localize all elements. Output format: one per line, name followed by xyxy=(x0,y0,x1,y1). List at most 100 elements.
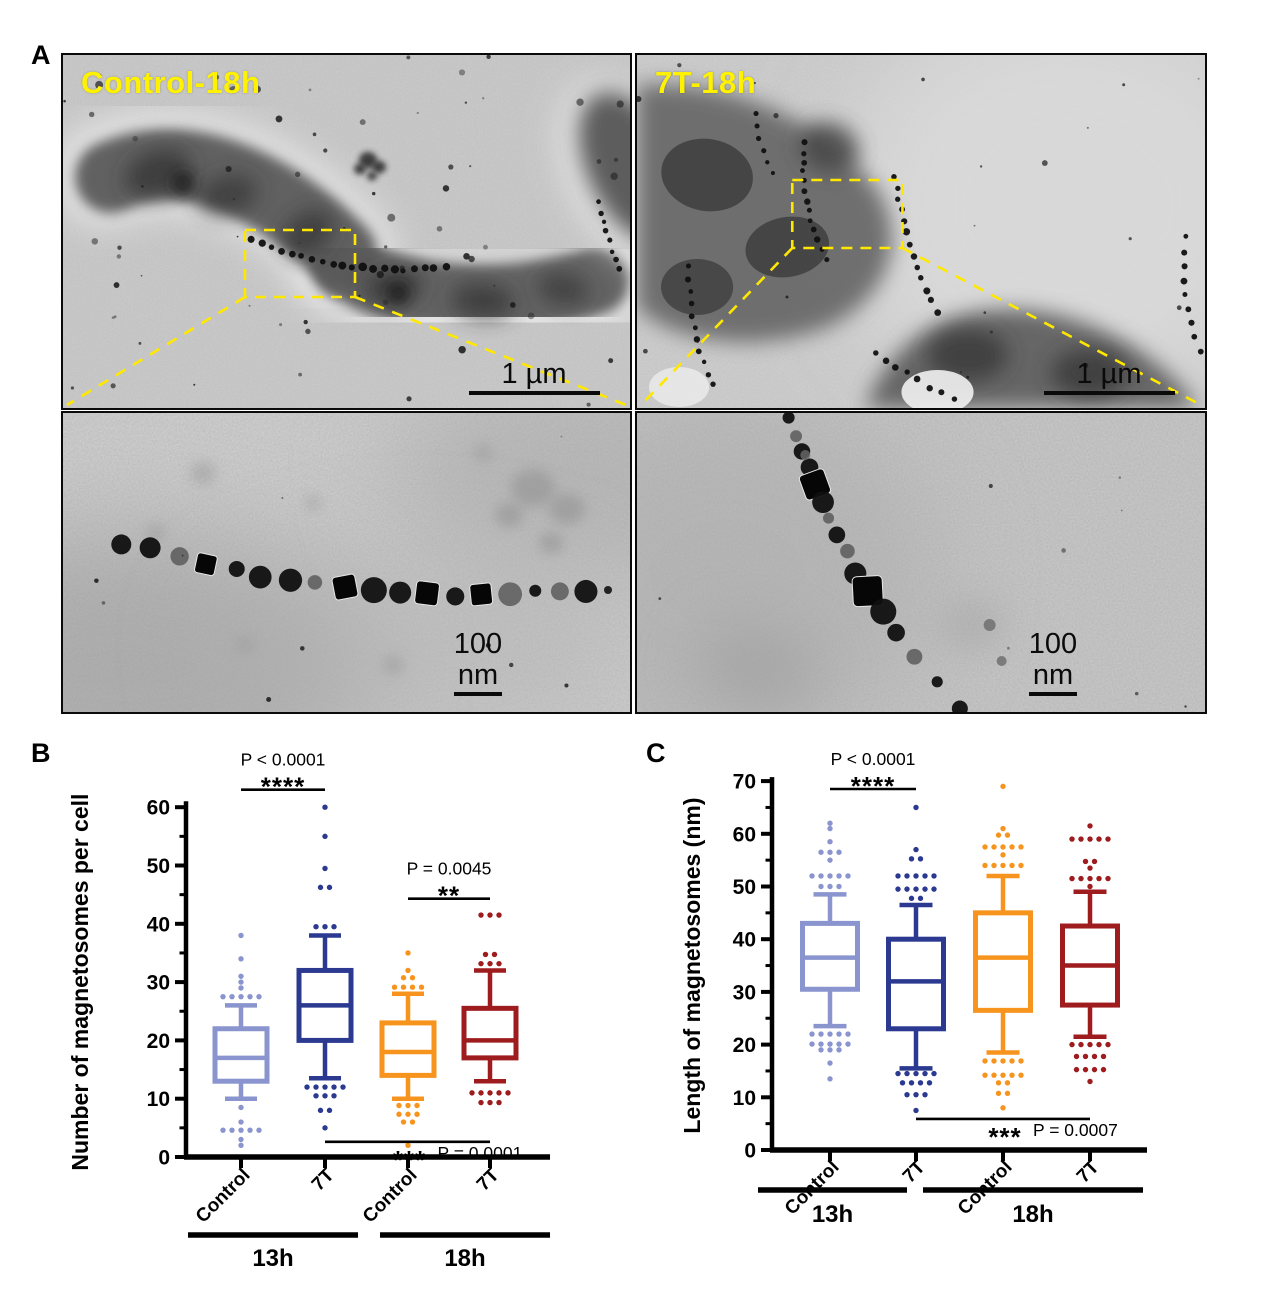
debris-dot xyxy=(482,97,485,100)
tem-control-inset-art xyxy=(63,413,630,712)
outlier-dot xyxy=(1000,825,1006,832)
scale-bar-1um: 1 µm xyxy=(464,358,604,395)
outlier-dot xyxy=(304,1084,310,1090)
magnetosome-particle xyxy=(951,700,968,712)
magnetosome-particle xyxy=(498,582,523,607)
scale-bar-text: 100 nm xyxy=(453,628,503,691)
zoom-connector-dashed-line xyxy=(66,295,246,407)
outlier-dot xyxy=(238,979,244,985)
magnetosome-chain xyxy=(684,263,716,387)
debris-dot xyxy=(464,101,468,104)
outlier-dot xyxy=(1018,1058,1024,1064)
magnetosome-particle xyxy=(685,263,692,269)
debris-dot xyxy=(463,253,470,260)
magnetosome-particle xyxy=(927,296,934,303)
debris-dot xyxy=(527,312,535,320)
magnetosome-particle xyxy=(429,264,438,272)
debris-dot xyxy=(359,119,366,126)
iqr-box xyxy=(379,1020,437,1078)
debris-dot xyxy=(458,345,466,354)
debris-dot xyxy=(94,578,99,583)
magnetosome-particle xyxy=(421,264,429,272)
magnetosome-particle xyxy=(701,359,707,365)
y-tick-label: 60 xyxy=(147,797,170,820)
outlier-dot xyxy=(487,1090,493,1096)
debris-dot xyxy=(117,245,122,250)
magnetosome-particle xyxy=(616,265,623,272)
outlier-dot xyxy=(478,1090,484,1096)
y-axis-title: Number of magnetosomes per cell xyxy=(67,794,93,1171)
zoom-region-dashed-box xyxy=(243,228,357,299)
outlier-dot xyxy=(317,884,324,891)
magnetosome-particle xyxy=(938,389,945,396)
magnetosome-particle xyxy=(753,111,759,117)
outlier-dot xyxy=(931,1070,937,1077)
debris-dot xyxy=(966,375,970,379)
significance-stars: *** xyxy=(988,1122,1021,1152)
magnetosome-chain xyxy=(111,534,598,607)
debris-dot xyxy=(229,86,237,94)
y-tick-label: 60 xyxy=(733,823,756,846)
debris-dot xyxy=(399,265,405,271)
cell-blob xyxy=(387,282,409,304)
debris-dot xyxy=(973,224,976,227)
outlier-dot xyxy=(1105,836,1111,842)
magnetosome-particle xyxy=(194,552,218,577)
boxplot-length-of-magnetosomes: 0 10 20 30 40 50 60 70 Length of magnetosomes (n… xyxy=(679,749,1147,1228)
outlier-dot xyxy=(409,1119,416,1125)
magnetosome-particle xyxy=(1180,277,1188,285)
debris-dot xyxy=(384,245,388,249)
outlier-dot xyxy=(1096,1041,1102,1048)
tem-label-7t-18h: 7T-18h xyxy=(655,65,757,100)
magnetosome-particle xyxy=(338,261,347,270)
outlier-dot xyxy=(836,1047,842,1053)
outlier-dot xyxy=(1082,858,1089,865)
outlier-dot xyxy=(326,884,333,891)
magnetosome-particle xyxy=(228,560,245,577)
outlier-dot xyxy=(904,1070,910,1077)
magnetosome-particle xyxy=(389,581,412,604)
cell-blob xyxy=(1051,349,1128,397)
debris-dot xyxy=(989,330,993,334)
iqr-box xyxy=(461,1005,519,1061)
debris-dot xyxy=(138,341,142,345)
outlier-dot xyxy=(895,1070,901,1077)
outlier-dot xyxy=(405,1142,411,1149)
debris-clump xyxy=(372,160,386,174)
cell-blob xyxy=(927,329,1008,381)
debris-dot xyxy=(141,185,144,188)
group-label: 13h xyxy=(252,1245,293,1272)
faint-particle xyxy=(549,493,585,525)
outlier-dot xyxy=(409,984,416,990)
magnetosome-particle xyxy=(822,512,835,524)
magnetosome-particle xyxy=(710,381,716,387)
outlier-dot xyxy=(845,1031,851,1037)
debris-dot xyxy=(248,304,251,307)
outlier-dot xyxy=(478,1099,484,1106)
outlier-dot xyxy=(1087,836,1093,842)
debris-particles xyxy=(63,55,624,407)
outlier-dot xyxy=(326,1107,333,1114)
debris-dot xyxy=(232,197,236,201)
debris-dot xyxy=(486,55,491,59)
outlier-dot xyxy=(414,1102,420,1109)
debris-dot xyxy=(1176,305,1182,311)
debris-dot xyxy=(88,111,95,118)
outlier-dot xyxy=(917,856,924,862)
debris-dot xyxy=(300,646,305,651)
tem-control-18h: Control-18h 1 µm xyxy=(61,53,632,410)
outlier-dot xyxy=(1004,832,1011,838)
scale-bar-line xyxy=(1043,391,1175,395)
outlier-dot xyxy=(913,1107,919,1114)
outlier-dot xyxy=(922,1070,928,1077)
y-tick-label: 20 xyxy=(733,1034,756,1057)
magnetosome-particle xyxy=(469,582,494,607)
significance-p-value: P < 0.0001 xyxy=(831,749,916,769)
outlier-dot xyxy=(1096,875,1102,882)
debris-particles xyxy=(94,435,569,702)
magnetosome-particle xyxy=(369,265,378,273)
debris-dot xyxy=(376,270,384,279)
outlier-dot xyxy=(818,1041,824,1047)
outlier-dot xyxy=(317,1107,324,1114)
debris-dot xyxy=(323,148,328,153)
